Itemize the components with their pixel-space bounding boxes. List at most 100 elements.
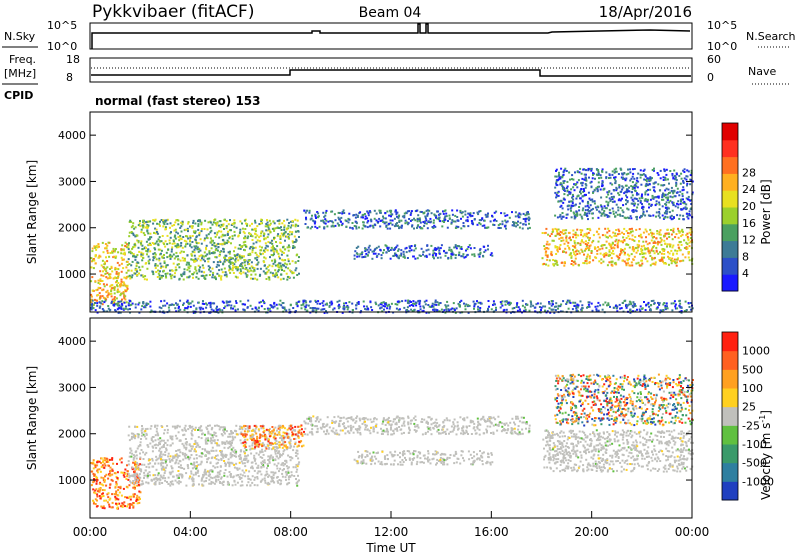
power-echo-cell — [325, 310, 327, 312]
power-echo-cell — [221, 242, 224, 245]
power-echo-cell — [152, 256, 155, 259]
power-echo-cell — [615, 203, 618, 206]
power-echo-cell — [589, 210, 592, 212]
power-echo-cell — [142, 224, 144, 227]
power-echo-cell — [569, 178, 571, 181]
power-echo-cell — [533, 306, 536, 309]
velocity-echo-cell — [99, 497, 102, 500]
power-echo-cell — [435, 253, 438, 255]
power-echo-cell — [561, 261, 564, 264]
power-echo-cell — [260, 230, 263, 233]
power-echo-cell — [177, 236, 180, 239]
power-echo-cell — [505, 221, 508, 224]
power-echo-cell — [590, 302, 593, 305]
power-echo-cell — [292, 224, 295, 227]
velocity-echo-cell — [162, 462, 164, 465]
power-echo-cell — [137, 246, 140, 249]
power-echo-cell — [388, 307, 391, 310]
power-echo-cell — [554, 175, 557, 178]
power-echo-cell — [561, 207, 564, 210]
power-echo-cell — [588, 197, 591, 200]
power-echo-cell — [228, 229, 231, 232]
power-echo-cell — [669, 216, 672, 219]
power-echo-cell — [298, 256, 300, 259]
power-echo-cell — [623, 300, 626, 303]
power-echo-cell — [279, 238, 282, 240]
power-echo-cell — [177, 309, 180, 312]
velocity-echo-cell — [280, 435, 283, 437]
power-echo-cell — [286, 254, 289, 257]
power-echo-cell — [132, 234, 135, 237]
velocity-echo-cell — [193, 457, 196, 460]
power-echo-cell — [357, 301, 360, 303]
power-echo-cell — [573, 204, 576, 207]
power-echo-cell — [610, 243, 612, 246]
power-echo-cell — [636, 177, 639, 180]
power-echo-cell — [548, 301, 550, 304]
power-echo-cell — [205, 248, 208, 251]
power-echo-cell — [343, 302, 345, 305]
power-echo-cell — [138, 250, 141, 253]
power-echo-cell — [596, 249, 599, 252]
power-echo-cell — [383, 249, 385, 252]
power-echo-cell — [634, 202, 637, 205]
power-echo-cell — [642, 210, 645, 213]
power-echo-cell — [681, 233, 684, 236]
power-echo-cell — [231, 222, 234, 225]
power-echo-cell — [606, 304, 608, 307]
power-echo-cell — [185, 300, 188, 303]
power-echo-cell — [476, 211, 479, 214]
power-echo-cell — [292, 307, 295, 309]
velocity-echo-cell — [133, 487, 136, 490]
power-echo-cell — [123, 251, 126, 254]
power-echo-cell — [287, 236, 290, 238]
power-echo-cell — [643, 199, 646, 202]
power-echo-cell — [164, 240, 167, 243]
velocity-echo-cell — [134, 466, 137, 469]
power-echo-cell — [124, 290, 127, 293]
velocity-echo-cell — [298, 461, 301, 464]
power-echo-cell — [127, 302, 130, 305]
power-echo-cell — [108, 277, 111, 280]
power-echo-cell — [426, 214, 429, 217]
power-echo-cell — [434, 301, 437, 304]
power-echo-cell — [418, 218, 421, 221]
power-echo-cell — [589, 244, 592, 247]
power-echo-cell — [659, 177, 662, 180]
power-echo-cell — [178, 266, 181, 269]
power-echo-cell — [616, 255, 619, 258]
power-echo-cell — [647, 177, 650, 180]
power-echo-cell — [689, 208, 692, 211]
power-echo-cell — [349, 226, 352, 229]
power-echo-cell — [114, 249, 117, 252]
power-echo-cell — [436, 210, 439, 213]
power-echo-cell — [135, 268, 138, 271]
power-echo-cell — [135, 262, 138, 265]
power-echo-cell — [559, 305, 562, 308]
power-echo-cell — [209, 237, 212, 240]
power-echo-cell — [668, 243, 671, 246]
power-echo-cell — [406, 223, 409, 226]
power-echo-cell — [450, 308, 453, 311]
power-echo-cell — [683, 239, 686, 242]
power-echo-cell — [279, 248, 282, 251]
velocity-echo-cell — [96, 468, 99, 471]
power-echo-cell — [192, 230, 195, 233]
power-echo-cell — [478, 219, 481, 222]
power-echo-cell — [113, 303, 115, 306]
power-echo-cell — [109, 285, 112, 288]
power-echo-cell — [175, 255, 178, 258]
power-echo-cell — [140, 308, 143, 311]
power-echo-cell — [554, 246, 557, 249]
power-echo-cell — [130, 264, 133, 267]
power-echo-cell — [110, 300, 113, 303]
power-echo-cell — [471, 222, 474, 225]
power-echo-cell — [166, 218, 169, 221]
velocity-echo-cell — [171, 458, 173, 461]
velocity-echo-cell — [132, 457, 135, 459]
power-colorbar-segment — [722, 123, 738, 141]
power-echo-cell — [334, 224, 337, 227]
power-echo-cell — [677, 243, 680, 246]
power-echo-cell — [513, 307, 516, 309]
velocity-echo-cell — [116, 462, 118, 465]
